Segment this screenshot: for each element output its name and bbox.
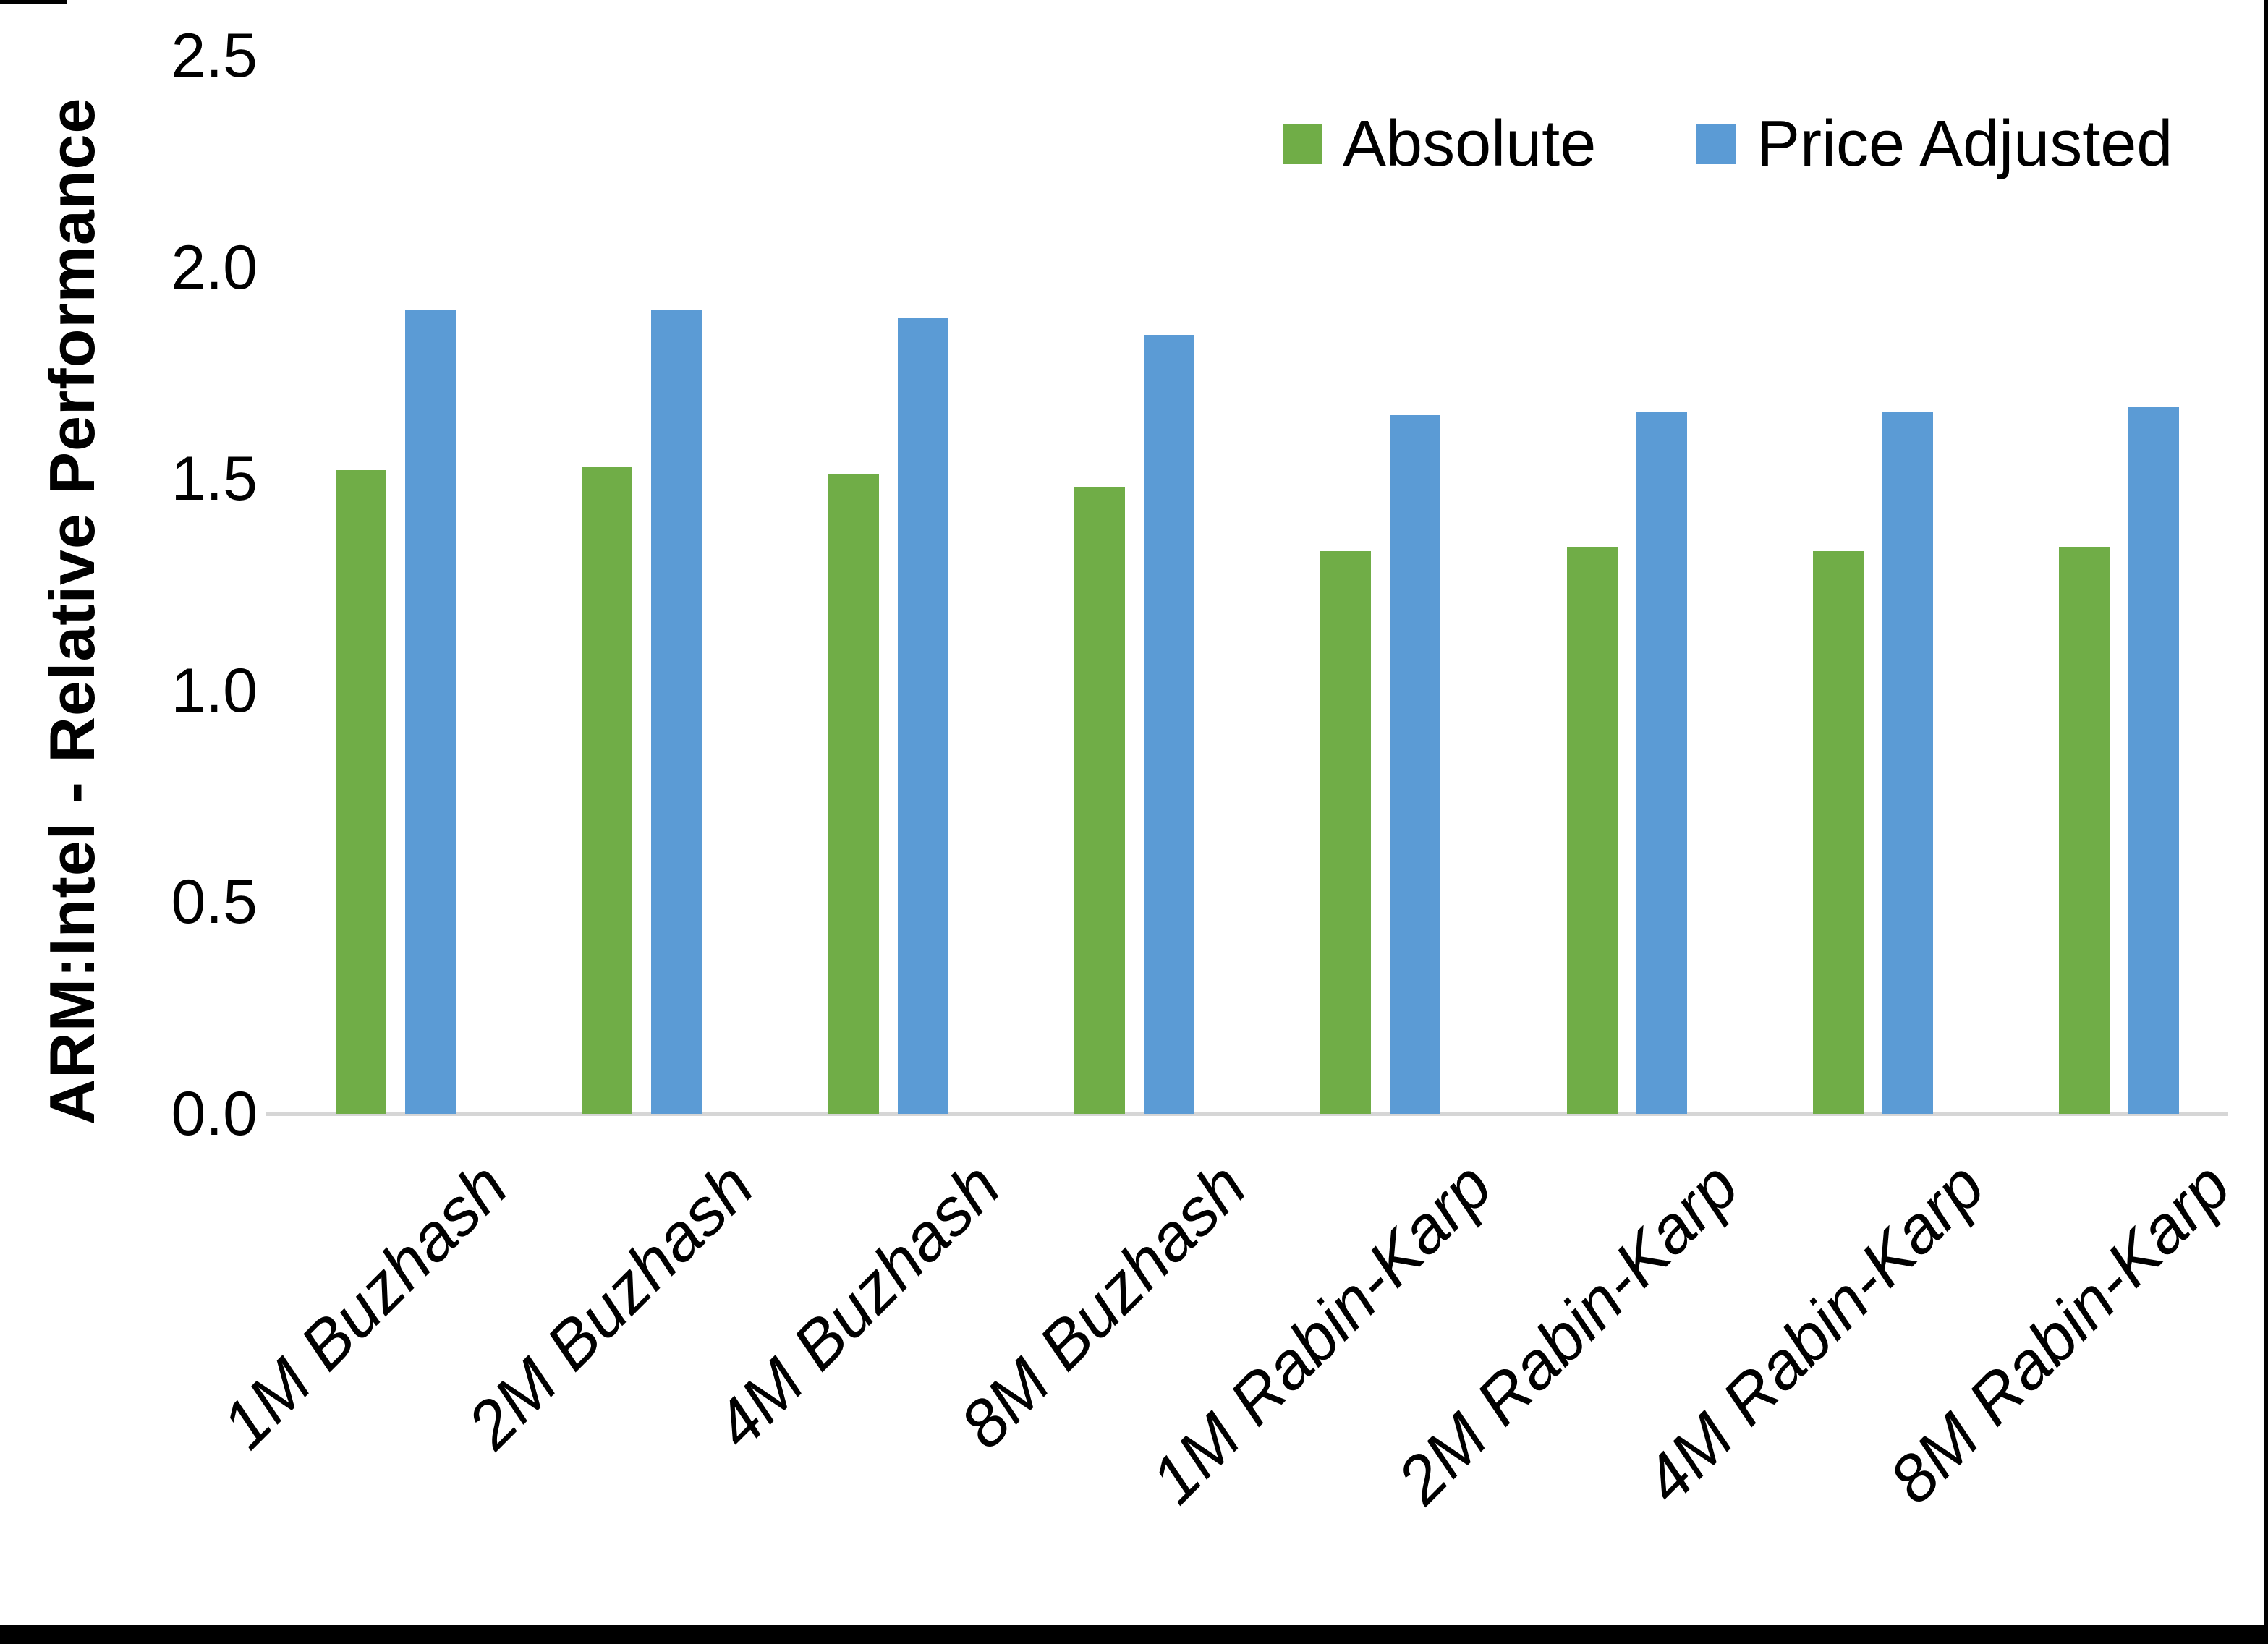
right-border [2264,0,2268,1644]
bottom-border [0,1625,2268,1644]
bar-price-adjusted-7 [2128,407,2179,1114]
bar-price-adjusted-5 [1636,412,1687,1114]
legend-label-price-adjusted: Price Adjusted [1757,108,2173,180]
bar-absolute-4 [1320,551,1371,1114]
x-axis-baseline [266,1112,2228,1116]
y-tick-label-1.0: 1.0 [171,655,258,725]
y-tick-label-2.5: 2.5 [171,21,258,90]
bar-absolute-1 [582,467,632,1114]
bar-price-adjusted-1 [651,310,702,1114]
bar-absolute-7 [2059,547,2110,1114]
bar-absolute-5 [1567,547,1618,1114]
y-tick-label-0.0: 0.0 [171,1079,258,1149]
y-tick-label-2.0: 2.0 [171,232,258,302]
y-tick-label-1.5: 1.5 [171,444,258,514]
bar-price-adjusted-0 [405,310,456,1114]
bar-absolute-6 [1813,551,1864,1114]
bar-absolute-0 [336,470,386,1114]
legend-item-absolute: Absolute [1283,111,1596,176]
bar-price-adjusted-3 [1144,335,1194,1114]
legend-swatch-price-adjusted [1696,124,1736,164]
bar-absolute-2 [828,474,879,1114]
y-tick-label-0.5: 0.5 [171,867,258,937]
bar-absolute-3 [1074,487,1125,1114]
bar-price-adjusted-2 [898,318,948,1114]
top-left-border-artifact [0,0,67,4]
legend-swatch-absolute [1283,124,1322,164]
bar-price-adjusted-4 [1390,415,1440,1114]
bar-price-adjusted-6 [1882,412,1933,1114]
legend-item-price-adjusted: Price Adjusted [1696,111,2173,176]
legend-label-absolute: Absolute [1343,108,1597,180]
